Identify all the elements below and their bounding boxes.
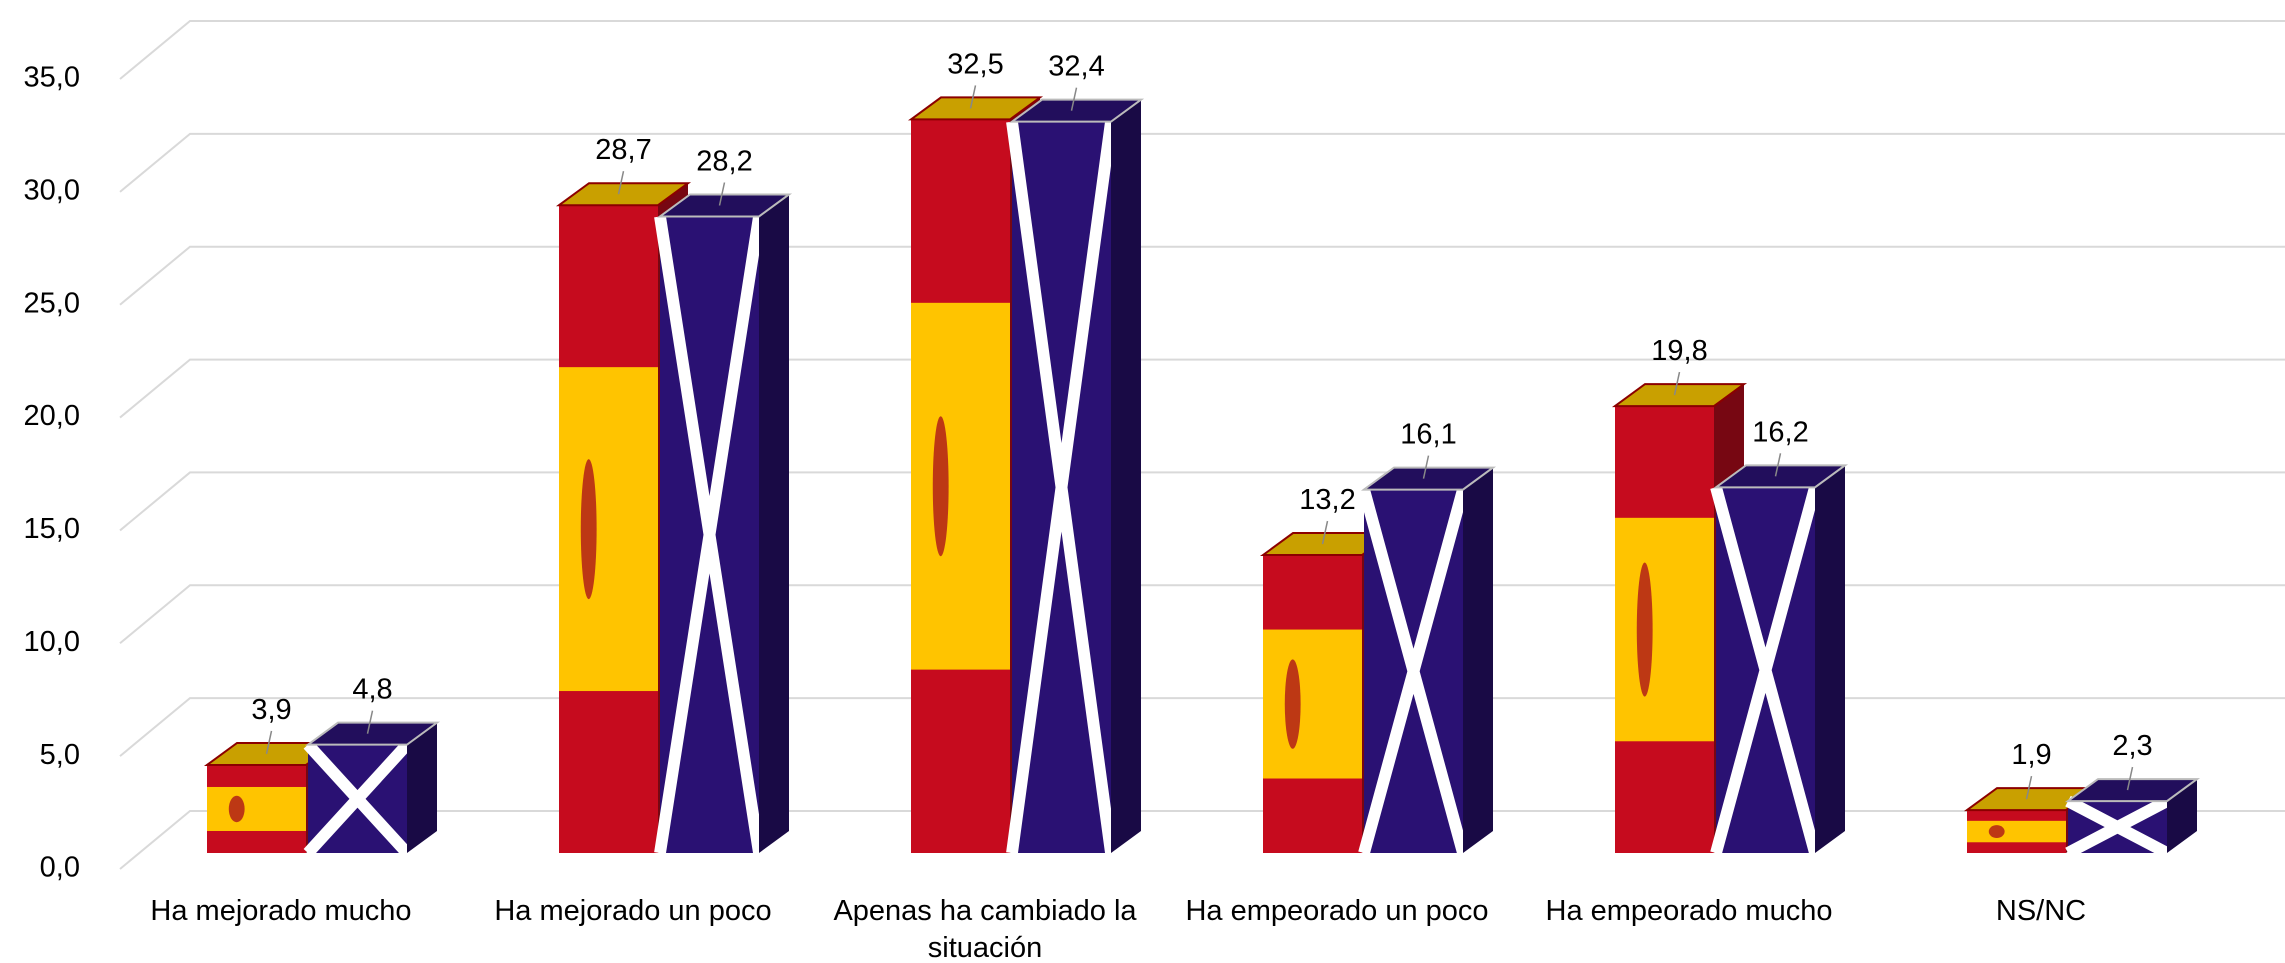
bar-side <box>1463 467 1493 853</box>
value-label: 32,5 <box>947 48 1003 80</box>
bar-top <box>2064 778 2201 803</box>
grid-line <box>119 245 2285 306</box>
value-label: 28,7 <box>595 134 651 166</box>
x-tick-label: Ha empeorado un poco <box>1185 895 1488 927</box>
label-leader <box>1422 455 1430 479</box>
label-leader <box>265 730 273 755</box>
bar-side <box>2167 779 2197 853</box>
bar-top <box>1008 98 1145 123</box>
bar-top <box>1611 383 1748 408</box>
grid-line <box>119 358 2285 419</box>
grid-line <box>119 20 2285 80</box>
flag-stripe <box>1967 820 2066 843</box>
value-label: 16,1 <box>1400 419 1456 451</box>
value-label: 16,2 <box>1752 416 1808 448</box>
grid-line <box>119 810 2285 870</box>
grid-line <box>119 584 2285 645</box>
flag-saltire <box>1358 488 1469 855</box>
bar-top <box>304 721 441 746</box>
y-tick-label: 0,0 <box>40 852 80 884</box>
grid-line <box>119 471 2285 532</box>
flag-stripe <box>207 786 306 831</box>
value-label: 13,2 <box>1299 484 1355 516</box>
value-label: 4,8 <box>352 674 392 706</box>
bar-side <box>1815 465 1845 853</box>
label-leader <box>617 171 625 195</box>
label-leader <box>718 182 726 206</box>
flag-saltire <box>303 740 412 858</box>
grid-line <box>119 697 2285 757</box>
bar-top <box>907 96 1044 121</box>
y-tick-label: 20,0 <box>24 400 80 432</box>
flag-saltire <box>1006 120 1117 854</box>
x-tick-label: NS/NC <box>1996 895 2086 927</box>
value-label: 3,9 <box>251 694 291 726</box>
flag-saltire <box>1710 485 1821 855</box>
y-tick-label: 35,0 <box>24 62 80 94</box>
value-label: 1,9 <box>2011 739 2051 771</box>
y-tick-label: 10,0 <box>24 626 80 658</box>
label-leader <box>1774 453 1782 477</box>
bar-side <box>759 194 789 853</box>
label-leader <box>2126 766 2134 791</box>
value-label: 2,3 <box>2112 730 2152 762</box>
flag-emblem <box>228 795 245 823</box>
grid-line <box>119 132 2285 193</box>
flag-stripe <box>911 302 1010 670</box>
flag-stripe <box>1615 517 1714 742</box>
flag-saltire <box>2065 795 2170 859</box>
bar-top <box>656 193 793 218</box>
x-tick-label: Apenas ha cambiado la situación <box>833 895 1137 963</box>
label-leader <box>1321 520 1329 545</box>
y-tick-label: 25,0 <box>24 287 80 319</box>
flag-stripe <box>1263 629 1362 779</box>
x-tick-label: Ha mejorado un poco <box>494 895 771 927</box>
bar-top <box>555 182 692 207</box>
x-tick-label: Ha empeorado mucho <box>1546 895 1833 927</box>
bar-top <box>1360 466 1497 491</box>
label-leader <box>1673 371 1681 396</box>
flag-stripe <box>559 367 658 692</box>
x-tick-label: Ha mejorado mucho <box>150 895 411 927</box>
bar-top <box>1712 464 1849 489</box>
y-tick-label: 30,0 <box>24 175 80 207</box>
flag-emblem <box>580 459 597 600</box>
flag-saltire <box>654 215 765 854</box>
y-tick-label: 15,0 <box>24 513 80 545</box>
flag-emblem <box>1988 825 2005 838</box>
value-label: 19,8 <box>1651 335 1707 367</box>
label-leader <box>366 710 374 734</box>
value-label: 32,4 <box>1048 51 1104 83</box>
flag-emblem <box>932 416 949 557</box>
bar-side <box>407 722 437 853</box>
flag-emblem <box>1284 659 1301 749</box>
value-label: 28,2 <box>696 145 752 177</box>
label-leader <box>2025 775 2033 800</box>
label-leader <box>1070 87 1078 111</box>
label-leader <box>969 85 977 109</box>
y-tick-label: 5,0 <box>40 739 80 771</box>
bar-side <box>1111 99 1141 853</box>
flag-emblem <box>1636 562 1653 697</box>
